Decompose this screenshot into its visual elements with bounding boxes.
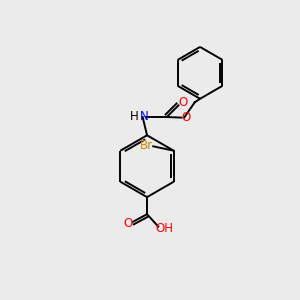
Text: H: H [130,110,139,123]
Text: OH: OH [156,222,174,236]
Text: Br: Br [140,139,153,152]
Text: O: O [123,217,133,230]
Text: N: N [140,110,148,123]
Text: O: O [178,96,187,109]
Text: O: O [182,111,191,124]
